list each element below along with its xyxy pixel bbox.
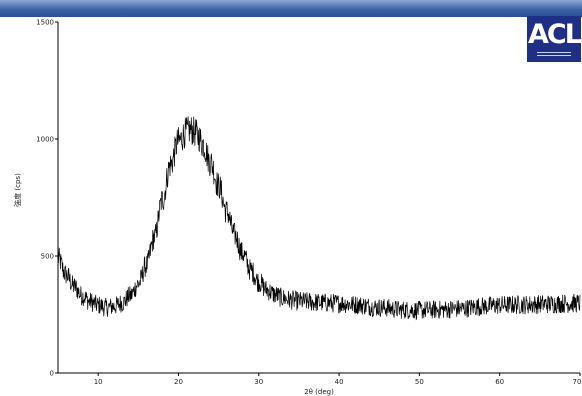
header-band [0, 0, 582, 17]
y-tick-label: 0 [50, 370, 54, 378]
x-tick-label: 40 [335, 378, 344, 386]
y-axis-label: 強度 (cps) [13, 173, 22, 207]
x-tick-label: 60 [495, 378, 504, 386]
x-tick-label: 10 [94, 378, 103, 386]
x-tick-label: 30 [254, 378, 263, 386]
acl-logo-text: ACL [528, 19, 582, 50]
chart-series-layer [57, 116, 581, 321]
y-tick-label: 1500 [36, 19, 54, 27]
chart-axes [57, 22, 580, 374]
acl-logo: ACL [527, 16, 582, 62]
x-tick-label: 70 [573, 378, 582, 386]
acl-logo-underline [537, 52, 571, 56]
series-line [57, 116, 581, 321]
chart-tick-labels: 0 500 1000 1500 10 20 30 40 50 60 70 [36, 19, 581, 387]
chart-ticks [55, 21, 581, 376]
x-tick-label: 50 [415, 378, 424, 386]
x-axis-label: 2θ (deg) [304, 388, 334, 396]
x-tick-label: 20 [174, 378, 183, 386]
y-tick-label: 1000 [36, 136, 54, 144]
y-tick-label: 500 [41, 253, 54, 261]
